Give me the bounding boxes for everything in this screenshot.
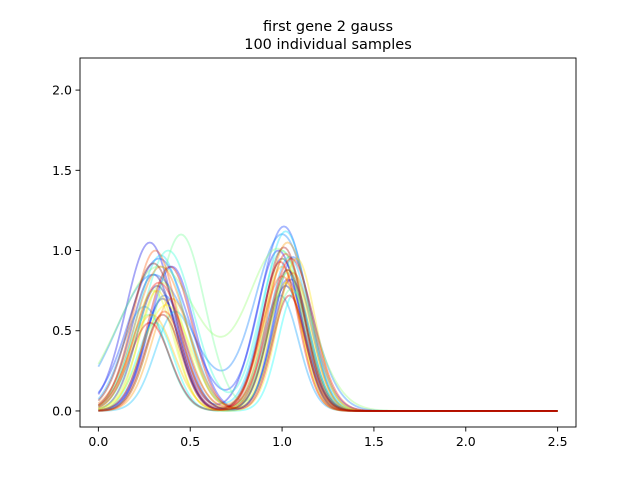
series-line-9 — [97, 294, 558, 412]
series-line-27 — [97, 260, 558, 412]
x-tick-label: 1.5 — [364, 434, 384, 449]
series-line-11 — [97, 230, 558, 412]
series-line-1 — [98, 284, 558, 412]
series-line-10 — [98, 255, 558, 412]
series-line-28 — [98, 265, 558, 412]
series-line-23 — [97, 265, 558, 412]
x-tick-label: 0.5 — [180, 434, 200, 449]
chart-title: first gene 2 gauss — [263, 19, 393, 35]
series-line-24 — [97, 249, 558, 412]
series-line-21 — [97, 265, 558, 412]
series-line-5 — [98, 265, 558, 412]
y-tick-label: 0.5 — [52, 323, 72, 338]
series-line-6 — [97, 225, 558, 412]
x-tick-label: 2.0 — [456, 434, 476, 449]
series-line-26 — [97, 257, 558, 412]
series-line-7 — [98, 255, 558, 412]
series-layer — [97, 225, 558, 412]
x-axis: 0.0 0.5 1.0 1.5 2.0 2.5 — [88, 427, 568, 449]
y-tick-label: 1.5 — [52, 163, 72, 178]
series-line-20 — [98, 257, 558, 412]
series-line-13 — [97, 249, 558, 412]
series-line-16 — [97, 247, 558, 412]
series-line-30 — [97, 262, 558, 412]
x-tick-label: 1.0 — [272, 434, 292, 449]
x-tick-label: 2.5 — [548, 434, 568, 449]
y-axis: 0.0 0.5 1.0 1.5 2.0 — [52, 83, 80, 418]
chart-subtitle: 100 individual samples — [244, 37, 412, 53]
series-line-29 — [98, 246, 558, 412]
series-line-15 — [98, 233, 558, 412]
series-line-17 — [98, 257, 558, 412]
series-line-25 — [98, 252, 558, 412]
series-line-4 — [97, 241, 558, 412]
series-line-3 — [98, 278, 558, 412]
y-tick-label: 2.0 — [52, 83, 72, 98]
series-line-8 — [97, 233, 558, 412]
series-line-19 — [98, 281, 558, 412]
series-line-22 — [98, 241, 558, 412]
series-line-12 — [98, 291, 558, 412]
x-tick-label: 0.0 — [88, 434, 108, 449]
series-line-14 — [97, 272, 558, 412]
series-line-18 — [98, 268, 558, 412]
plot-frame — [79, 57, 577, 428]
y-tick-label: 0.0 — [52, 403, 72, 418]
y-tick-label: 1.0 — [52, 243, 72, 258]
series-line-2 — [97, 257, 558, 412]
